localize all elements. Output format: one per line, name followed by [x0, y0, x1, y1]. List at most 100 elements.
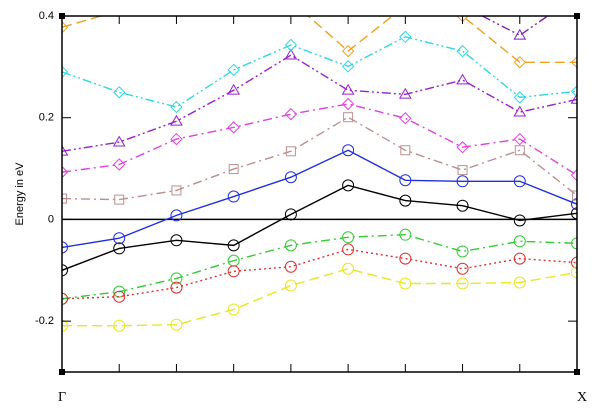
marker: [342, 262, 355, 275]
marker: [456, 175, 469, 188]
marker: [570, 168, 577, 182]
plot-frame: [61, 15, 578, 373]
marker: [285, 0, 296, 6]
marker: [170, 132, 183, 146]
marker: [170, 100, 183, 114]
marker: [514, 145, 525, 156]
marker: [456, 44, 469, 58]
marker: [571, 207, 577, 220]
marker: [457, 0, 468, 9]
marker: [399, 194, 412, 207]
marker: [342, 243, 355, 256]
band-line: [62, 233, 577, 300]
y-tick-label: 0: [48, 213, 54, 225]
marker: [572, 190, 577, 201]
marker: [62, 165, 69, 179]
marker: [399, 252, 412, 265]
band-line: [62, 268, 577, 327]
marker: [112, 135, 126, 147]
marker: [171, 185, 182, 196]
marker: [513, 175, 526, 188]
marker: [513, 132, 526, 146]
marker: [571, 266, 577, 279]
marker: [513, 28, 527, 40]
marker: [399, 30, 412, 44]
marker: [62, 241, 68, 254]
x-tick-label: X: [577, 390, 587, 405]
marker: [513, 105, 527, 117]
y-tick-label: 0.2: [39, 112, 54, 124]
marker: [114, 194, 125, 205]
marker: [400, 0, 411, 11]
marker: [62, 264, 68, 277]
marker: [113, 232, 126, 245]
marker: [170, 272, 183, 285]
marker: [285, 146, 296, 157]
marker: [227, 63, 240, 77]
marker: [571, 237, 577, 250]
marker: [343, 112, 354, 123]
marker: [342, 144, 355, 157]
marker: [170, 281, 183, 294]
marker: [570, 92, 577, 104]
marker: [342, 231, 355, 244]
band-line: [62, 16, 577, 63]
marker: [457, 165, 468, 176]
marker: [513, 276, 526, 289]
band-line: [62, 103, 577, 176]
marker: [513, 252, 526, 265]
marker: [571, 256, 577, 269]
marker: [284, 48, 298, 60]
band-line: [62, 116, 577, 201]
marker: [62, 144, 69, 156]
marker: [62, 319, 68, 332]
marker: [341, 83, 355, 95]
marker: [513, 235, 526, 248]
marker: [62, 292, 68, 305]
marker: [399, 174, 412, 187]
y-axis-label: Energy in eV: [14, 162, 26, 226]
marker: [513, 214, 526, 227]
marker: [284, 171, 297, 184]
x-tick-label: Γ: [58, 390, 66, 405]
marker: [62, 65, 69, 79]
marker: [62, 193, 67, 204]
marker: [456, 141, 469, 154]
marker: [170, 209, 183, 222]
marker: [284, 107, 298, 121]
marker: [284, 208, 297, 221]
marker: [113, 86, 126, 99]
marker: [571, 198, 577, 211]
marker: [284, 279, 297, 292]
marker: [399, 277, 412, 290]
marker: [456, 245, 469, 258]
marker: [456, 262, 469, 275]
marker: [227, 190, 240, 203]
band-line: [62, 248, 577, 300]
marker: [113, 319, 126, 332]
marker: [113, 242, 126, 255]
marker: [456, 199, 469, 212]
marker: [399, 112, 412, 125]
marker: [456, 277, 469, 290]
marker: [399, 228, 412, 241]
band-line: [62, 149, 577, 249]
marker: [341, 44, 355, 58]
band-line: [62, 54, 577, 152]
marker: [456, 73, 469, 85]
marker: [227, 303, 240, 316]
marker: [228, 164, 239, 175]
marker: [342, 179, 355, 192]
marker: [113, 158, 126, 171]
marker: [400, 145, 411, 156]
marker: [170, 114, 183, 126]
marker: [227, 239, 240, 252]
marker: [227, 265, 240, 278]
marker: [513, 56, 526, 69]
marker: [284, 260, 297, 273]
band-line: [62, 184, 577, 271]
marker: [227, 83, 241, 95]
marker: [398, 87, 412, 99]
band-line: [62, 36, 577, 108]
